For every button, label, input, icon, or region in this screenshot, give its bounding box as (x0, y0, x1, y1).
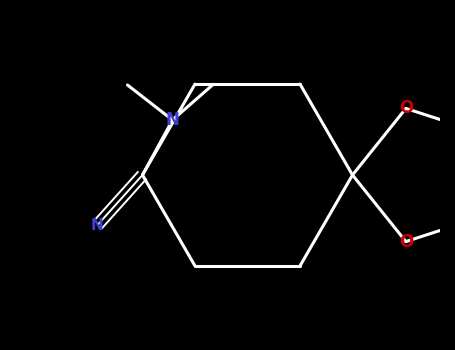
Text: O: O (399, 232, 413, 251)
Text: O: O (399, 99, 413, 118)
Text: N: N (166, 111, 179, 129)
Text: N: N (91, 217, 104, 232)
